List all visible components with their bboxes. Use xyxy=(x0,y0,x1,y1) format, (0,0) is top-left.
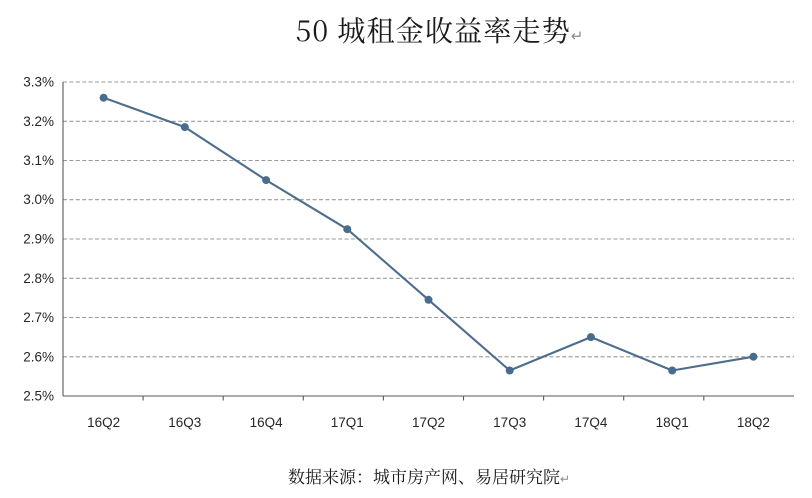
svg-text:3.3%: 3.3% xyxy=(23,75,54,90)
svg-text:18Q2: 18Q2 xyxy=(737,415,770,430)
svg-text:17Q4: 17Q4 xyxy=(574,415,608,430)
svg-text:17Q2: 17Q2 xyxy=(412,415,445,430)
svg-text:16Q3: 16Q3 xyxy=(168,415,201,430)
svg-text:17Q1: 17Q1 xyxy=(331,415,364,430)
svg-text:2.7%: 2.7% xyxy=(23,310,54,325)
svg-text:3.1%: 3.1% xyxy=(23,153,54,168)
svg-text:2.5%: 2.5% xyxy=(23,389,54,404)
svg-text:2.8%: 2.8% xyxy=(23,271,54,286)
svg-text:2.9%: 2.9% xyxy=(23,232,54,247)
svg-text:16Q2: 16Q2 xyxy=(87,415,120,430)
svg-text:18Q1: 18Q1 xyxy=(656,415,689,430)
svg-text:17Q3: 17Q3 xyxy=(493,415,526,430)
svg-text:2.6%: 2.6% xyxy=(23,349,54,364)
svg-text:3.0%: 3.0% xyxy=(23,192,54,207)
svg-text:3.2%: 3.2% xyxy=(23,114,54,129)
svg-text:16Q4: 16Q4 xyxy=(250,415,284,430)
